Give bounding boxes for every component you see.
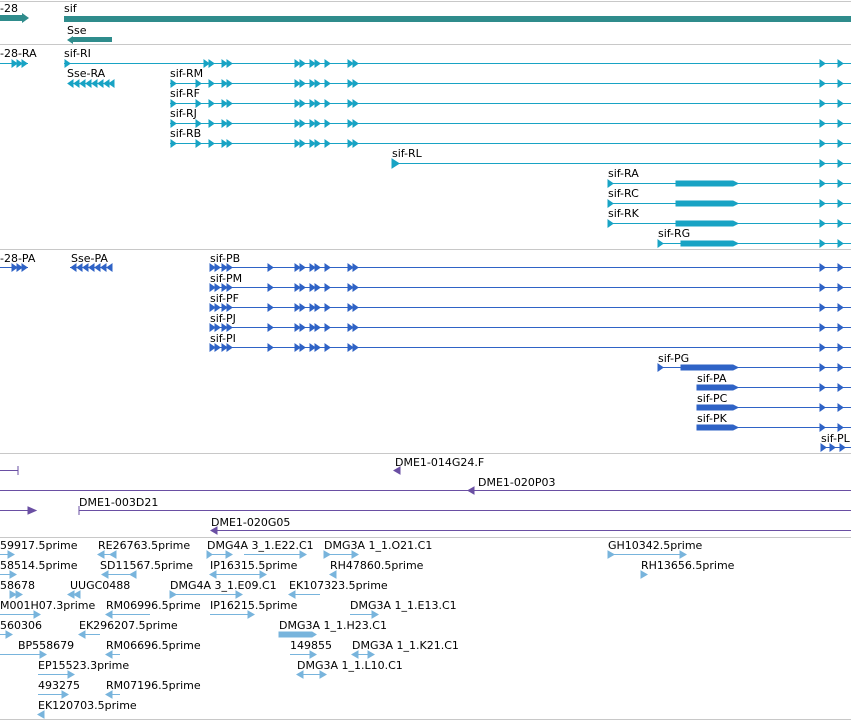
feature-label: -28-PA: [0, 252, 36, 265]
feature-label: sif-RM: [170, 67, 204, 80]
feature-label: sif-RK: [608, 207, 639, 220]
feature-label: DMG3A 1_1.H23.C1: [279, 619, 387, 632]
feature-label: EK107323.5prime: [289, 579, 388, 592]
feature-label: UUGC0488: [70, 579, 131, 592]
transcript-glyphs: [0, 59, 851, 248]
feature-label: sif-PJ: [210, 312, 236, 325]
feature-label: DME1-020G05: [211, 516, 291, 529]
feature-label: Sse-RA: [67, 67, 106, 80]
track-separator: [0, 719, 851, 720]
feature-label: DMG3A 1_1.O21.C1: [324, 539, 433, 552]
feature-label: sif-RJ: [170, 107, 197, 120]
est-glyphs: [0, 550, 687, 719]
feature-label: 493275: [38, 679, 80, 692]
feature-label: sif-PB: [210, 252, 241, 265]
feature-label: sif-PM: [210, 272, 243, 285]
feature-label: BP558679: [18, 639, 75, 652]
feature-label: 59917.5prime: [0, 539, 78, 552]
feature-label: sif-PA: [697, 372, 727, 385]
feature-label: GH10342.5prime: [608, 539, 703, 552]
feature-label: IP16315.5prime: [210, 559, 298, 572]
feature-label: -28-RA: [0, 47, 37, 60]
feature-label: -28: [0, 2, 18, 15]
feature-label: sif-PL: [821, 432, 850, 445]
feature-label: DMG4A 3_1.E09.C1: [170, 579, 277, 592]
feature-label: SD11567.5prime: [100, 559, 193, 572]
feature-label: sif-PC: [697, 392, 728, 405]
feature-label: RM06696.5prime: [106, 639, 201, 652]
feature-label: RM06996.5prime: [106, 599, 201, 612]
feature-label: IP16215.5prime: [210, 599, 298, 612]
feature-label: sif-RF: [170, 87, 200, 100]
feature-label: sif: [64, 2, 77, 15]
feature-label: EP15523.3prime: [38, 659, 130, 672]
feature-label: M001H07.3prime: [0, 599, 96, 612]
feature-label: DME1-003D21: [79, 496, 159, 509]
gene-bar[interactable]: [64, 16, 851, 22]
feature-label: EK296207.5prime: [79, 619, 178, 632]
gene-bar[interactable]: [72, 37, 112, 42]
feature-label: 58514.5prime: [0, 559, 78, 572]
feature-label: sif-PG: [658, 352, 690, 365]
track-separator: [0, 453, 851, 454]
feature-label: DME1-014G24.F: [395, 456, 485, 469]
feature-label: sif-PF: [210, 292, 239, 305]
clone-glyphs: [0, 466, 851, 535]
feature-label: EK120703.5prime: [38, 699, 137, 712]
protein-glyphs: [0, 263, 851, 452]
gene-arrow: [67, 36, 73, 44]
track-separator: [0, 249, 851, 250]
feature-label: 58678: [0, 579, 35, 592]
feature-label: DMG4A 3_1.E22.C1: [207, 539, 314, 552]
feature-label: Sse-PA: [71, 252, 108, 265]
feature-label: sif-PI: [210, 332, 236, 345]
feature-label: 560306: [0, 619, 42, 632]
feature-label: sif-RG: [658, 227, 691, 240]
feature-label: sif-PK: [697, 412, 727, 425]
feature-label: sif-RI: [64, 47, 91, 60]
feature-label: RM07196.5prime: [106, 679, 201, 692]
feature-label: RH13656.5prime: [641, 559, 735, 572]
track-separator: [0, 44, 851, 45]
feature-label: DMG3A 1_1.L10.C1: [297, 659, 403, 672]
feature-label: DMG3A 1_1.E13.C1: [350, 599, 457, 612]
feature-label: sif-RL: [392, 147, 422, 160]
feature-label: RH47860.5prime: [330, 559, 424, 572]
feature-label: Sse: [67, 24, 87, 37]
feature-label: sif-RB: [170, 127, 202, 140]
feature-label: sif-RA: [608, 167, 639, 180]
feature-label: 149855: [290, 639, 332, 652]
feature-label: DME1-020P03: [478, 476, 556, 489]
gene-arrow: [22, 13, 29, 23]
feature-label: sif-RC: [608, 187, 639, 200]
track-separator: [0, 1, 851, 2]
feature-label: RE26763.5prime: [98, 539, 191, 552]
gene-bar[interactable]: [0, 15, 22, 21]
track-separator: [0, 537, 851, 538]
feature-label: DMG3A 1_1.K21.C1: [352, 639, 459, 652]
